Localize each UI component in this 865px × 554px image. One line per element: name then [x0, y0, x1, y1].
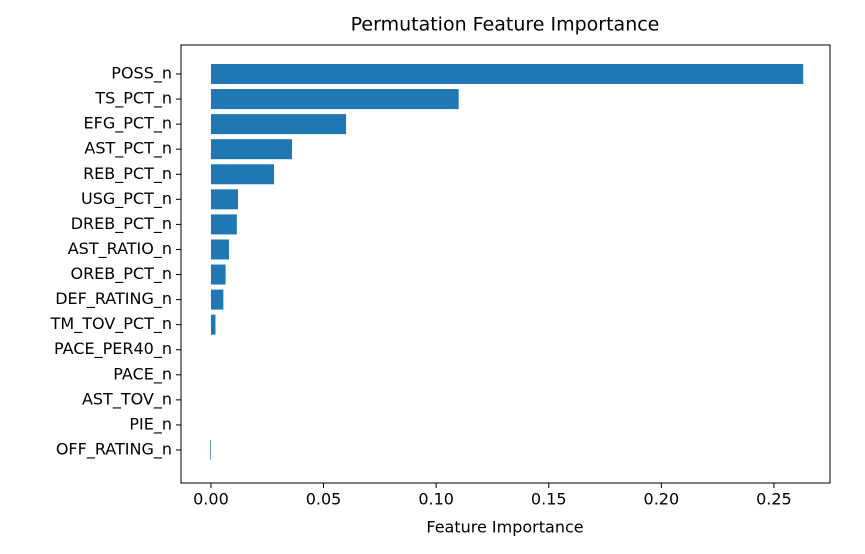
y-tick-label: PACE_PER40_n [54, 339, 172, 359]
bar [210, 64, 804, 84]
x-tick-label: 0.20 [644, 490, 680, 509]
x-tick-label: 0.00 [193, 490, 229, 509]
y-tick-label: EFG_PCT_n [84, 114, 172, 134]
x-tick-label: 0.25 [756, 490, 792, 509]
bar [210, 214, 237, 235]
bar [210, 139, 293, 160]
y-tick-label: DREB_PCT_n [71, 214, 172, 234]
bar [210, 314, 216, 335]
plot-frame [180, 44, 831, 484]
x-tick-label: 0.05 [306, 490, 342, 509]
chart-title: Permutation Feature Importance [351, 14, 660, 36]
bar [210, 289, 224, 310]
y-tick-label: PIE_n [129, 414, 172, 434]
y-tick-label: REB_PCT_n [83, 164, 172, 184]
y-tick-label: USG_PCT_n [81, 189, 172, 209]
y-tick-label: AST_RATIO_n [68, 239, 172, 259]
bar [210, 89, 459, 110]
bar [210, 440, 211, 460]
bar [210, 164, 275, 185]
y-tick-label: TM_TOV_PCT_n [50, 314, 172, 334]
x-tick-label: 0.15 [531, 490, 567, 509]
x-tick-label: 0.10 [418, 490, 454, 509]
bar [210, 114, 347, 135]
y-tick-label: OFF_RATING_n [56, 440, 172, 460]
y-tick-label: AST_TOV_n [82, 389, 172, 409]
x-axis-label: Feature Importance [426, 518, 583, 537]
bar [210, 239, 229, 260]
y-tick-label: PACE_n [113, 364, 172, 384]
y-tick-label: AST_PCT_n [84, 139, 172, 159]
y-tick-label: TS_PCT_n [94, 89, 172, 109]
y-tick-label: DEF_RATING_n [55, 289, 172, 309]
y-tick-label: OREB_PCT_n [70, 264, 172, 284]
bar [210, 189, 238, 210]
y-tick-label: POSS_n [111, 64, 172, 84]
bar [210, 264, 226, 285]
